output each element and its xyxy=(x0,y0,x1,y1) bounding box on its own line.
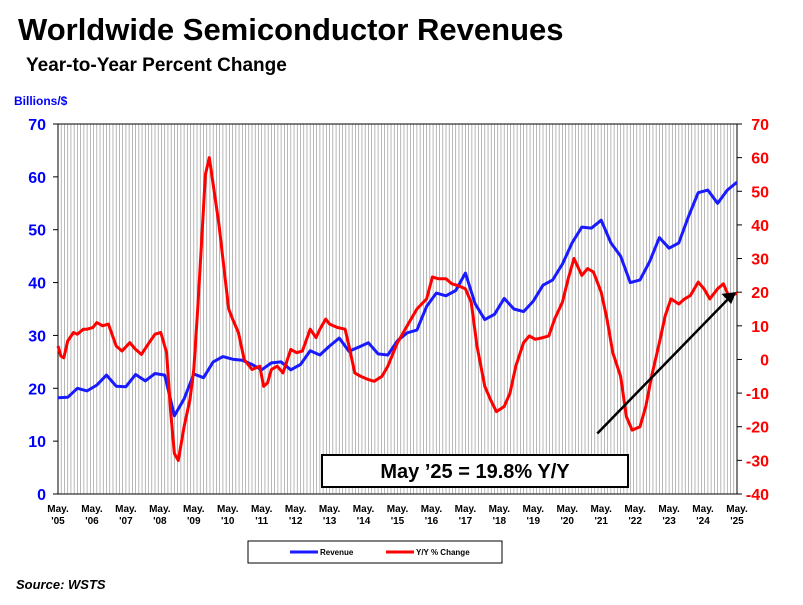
y-tick-label-right: 20 xyxy=(751,285,769,302)
x-tick-label: '19 xyxy=(527,516,541,527)
y-tick-label-right: 50 xyxy=(751,184,769,201)
x-tick-label: May. xyxy=(692,504,714,515)
x-tick-label: May. xyxy=(251,504,273,515)
x-tick-label: '10 xyxy=(221,516,235,527)
callout-text: May ’25 = 19.8% Y/Y xyxy=(380,461,570,483)
x-tick-label: '25 xyxy=(730,516,744,527)
x-tick-label: '08 xyxy=(153,516,167,527)
x-tick-label: '21 xyxy=(594,516,608,527)
x-tick-label: May. xyxy=(523,504,545,515)
y-tick-label-left: 50 xyxy=(28,223,46,240)
x-tick-label: May. xyxy=(217,504,239,515)
callout-box xyxy=(321,454,629,488)
y-tick-label-right: 70 xyxy=(751,117,769,134)
y-tick-label-right: -10 xyxy=(746,386,769,403)
x-tick-label: May. xyxy=(319,504,341,515)
x-tick-label: '06 xyxy=(85,516,99,527)
x-tick-label: '20 xyxy=(560,516,574,527)
y-tick-label-right: 40 xyxy=(751,218,769,235)
y-tick-label-left: 70 xyxy=(28,117,46,134)
x-tick-label: '17 xyxy=(459,516,473,527)
y-tick-label-left: 40 xyxy=(28,276,46,293)
x-tick-label: '18 xyxy=(493,516,507,527)
x-tick-label: '05 xyxy=(51,516,65,527)
x-tick-label: '11 xyxy=(255,516,268,527)
source-note: Source: WSTS xyxy=(16,577,106,592)
y-tick-label-right: -30 xyxy=(746,453,769,470)
x-tick-label: May. xyxy=(285,504,307,515)
x-tick-label: '22 xyxy=(628,516,642,527)
y-tick-label-left: 30 xyxy=(28,328,46,345)
x-tick-label: '15 xyxy=(391,516,405,527)
x-tick-label: '07 xyxy=(119,516,133,527)
x-tick-label: May. xyxy=(183,504,205,515)
y-tick-label-left: 0 xyxy=(37,487,46,504)
legend-label-yoy: Y/Y % Change xyxy=(416,548,470,557)
trend-arrow-head xyxy=(721,292,737,304)
y-tick-label-left: 60 xyxy=(28,170,46,187)
chart-title: Worldwide Semiconductor Revenues xyxy=(18,12,564,47)
plot-area xyxy=(57,123,738,495)
x-tick-label: May. xyxy=(624,504,646,515)
x-tick-label: '23 xyxy=(662,516,676,527)
x-tick-label: May. xyxy=(726,504,748,515)
chart-subtitle: Year-to-Year Percent Change xyxy=(26,55,287,76)
x-tick-label: May. xyxy=(115,504,137,515)
y-tick-label-right: 30 xyxy=(751,252,769,269)
x-tick-label: May. xyxy=(353,504,375,515)
legend-label-revenue: Revenue xyxy=(320,548,354,557)
legend xyxy=(247,540,503,564)
x-tick-label: '09 xyxy=(187,516,201,527)
y-tick-label-right: -20 xyxy=(746,420,769,437)
x-tick-label: May. xyxy=(557,504,579,515)
y-tick-label-right: 60 xyxy=(751,151,769,168)
x-tick-label: May. xyxy=(455,504,477,515)
y-tick-label-left: 10 xyxy=(28,434,46,451)
x-tick-label: May. xyxy=(81,504,103,515)
x-tick-label: May. xyxy=(149,504,171,515)
x-tick-label: May. xyxy=(489,504,511,515)
x-tick-label: May. xyxy=(387,504,409,515)
trend-arrow xyxy=(596,292,735,435)
y-axis-left-label: Billions/$ xyxy=(14,94,68,108)
x-tick-label: '14 xyxy=(357,516,371,527)
x-tick-label: May. xyxy=(47,504,69,515)
y-tick-label-left: 20 xyxy=(28,381,46,398)
y-tick-label-right: 10 xyxy=(751,319,769,336)
x-tick-label: May. xyxy=(590,504,612,515)
series-line-yoy xyxy=(56,156,738,462)
y-tick-label-right: -40 xyxy=(746,487,769,504)
x-tick-label: '24 xyxy=(696,516,710,527)
x-tick-label: '13 xyxy=(323,516,337,527)
x-tick-label: '16 xyxy=(425,516,439,527)
x-tick-label: May. xyxy=(658,504,680,515)
x-tick-label: May. xyxy=(421,504,443,515)
x-tick-label: '12 xyxy=(289,516,303,527)
y-tick-label-right: 0 xyxy=(760,352,769,369)
